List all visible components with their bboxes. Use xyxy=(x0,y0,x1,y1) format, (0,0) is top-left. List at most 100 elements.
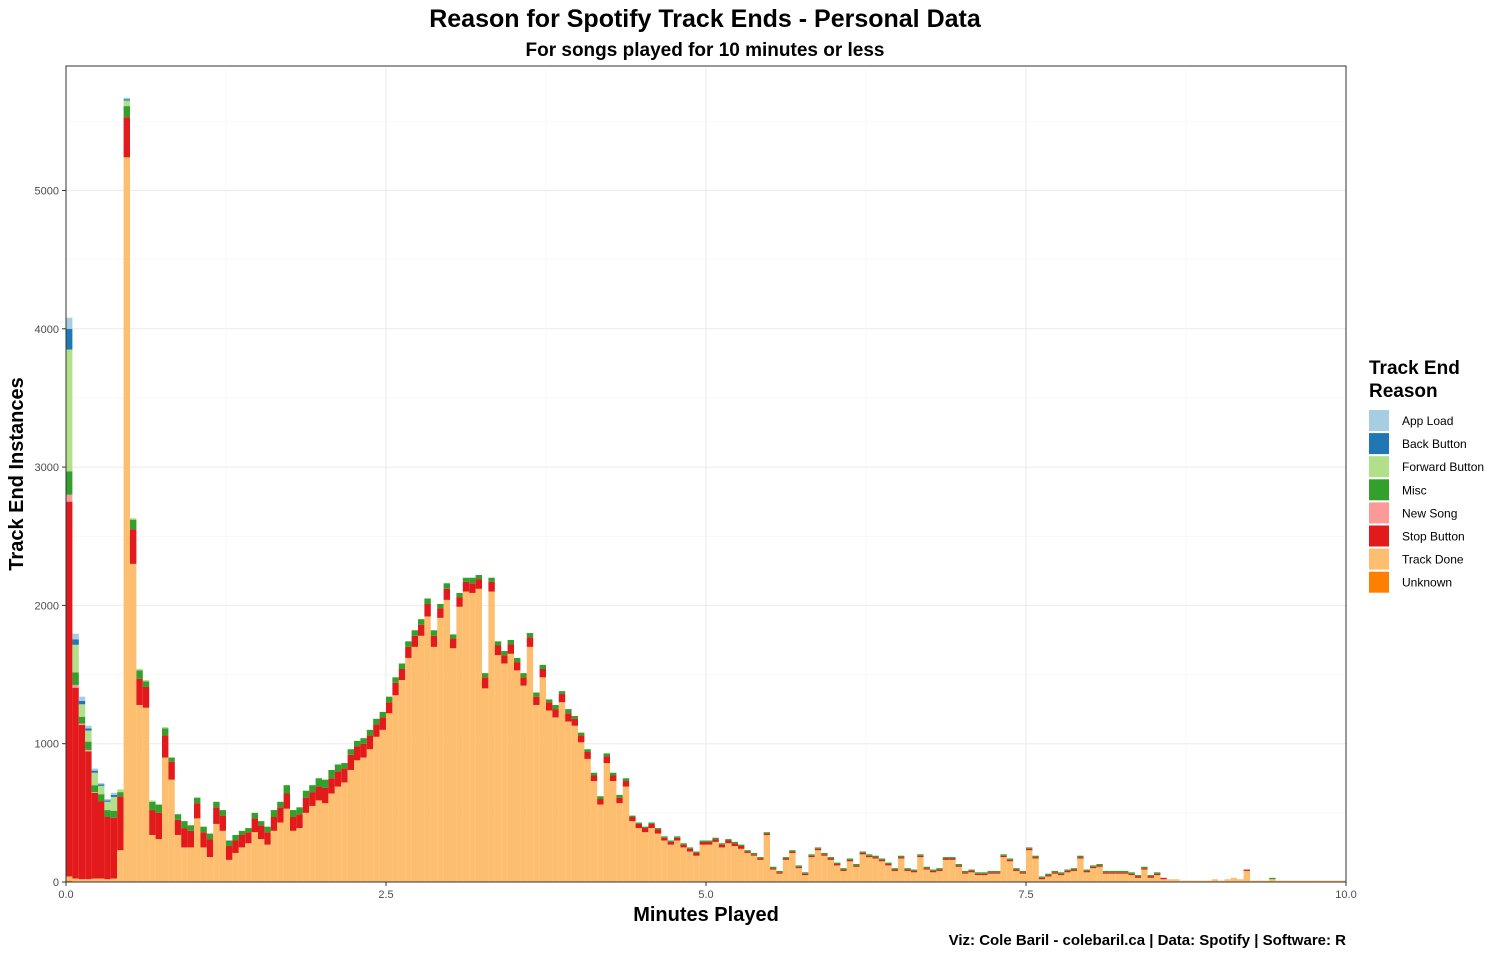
bar-segment-forward-button xyxy=(110,796,118,811)
bar-segment-track-done xyxy=(1026,850,1033,882)
bar-segment-stop-button xyxy=(181,828,188,848)
bar-segment-track-done xyxy=(904,870,911,882)
bar-segment-stop-button xyxy=(622,781,630,787)
bar-segment-stop-button xyxy=(974,873,982,876)
bar-segment-track-done xyxy=(379,729,386,882)
bar-segment-misc xyxy=(667,840,674,842)
x-tick-label: 7.5 xyxy=(1018,889,1033,901)
bar-segment-stop-button xyxy=(72,687,79,879)
bar-segment-stop-button xyxy=(930,870,937,873)
bar-segment-stop-button xyxy=(194,803,201,819)
bar-segment-misc xyxy=(526,633,534,638)
bar-segment-track-done xyxy=(635,828,642,882)
bar-segment-stop-button xyxy=(117,796,124,851)
bar-segment-misc xyxy=(1141,866,1148,869)
bar-segment-forward-button xyxy=(78,704,86,717)
bar-segment-misc xyxy=(347,749,354,755)
legend-key-back-button xyxy=(1369,433,1389,455)
bar-segment-misc xyxy=(648,822,655,824)
bar-segment-track-done xyxy=(72,878,79,882)
bar-segment-stop-button xyxy=(386,702,393,714)
bar-segment-track-done xyxy=(174,834,182,882)
bar-segment-stop-button xyxy=(168,761,175,780)
bar-segment-misc xyxy=(91,785,98,793)
bar-segment-stop-button xyxy=(1083,870,1090,873)
bar-segment-misc xyxy=(962,870,969,873)
bar-segment-misc xyxy=(1038,876,1046,878)
bar-segment-misc xyxy=(738,844,745,847)
bar-segment-stop-button xyxy=(258,825,265,840)
bar-segment-stop-button xyxy=(1122,872,1129,874)
bar-segment-track-done xyxy=(302,812,310,882)
bar-segment-misc xyxy=(206,833,214,840)
bar-segment-misc xyxy=(1269,877,1276,880)
bar-segment-stop-button xyxy=(808,855,815,858)
bar-segment-misc xyxy=(757,857,764,859)
bar-segment-stop-button xyxy=(437,608,444,618)
bar-segment-misc xyxy=(821,852,828,855)
bar-segment-track-done xyxy=(264,844,271,882)
bar-segment-stop-button xyxy=(78,725,86,880)
bar-segment-misc xyxy=(616,794,623,798)
bar-segment-track-done xyxy=(821,855,828,882)
bar-segment-track-done xyxy=(1102,873,1110,882)
bar-segment-track-done xyxy=(117,850,124,882)
bar-segment-track-done xyxy=(1250,880,1257,882)
legend-label-forward-button: Forward Button xyxy=(1402,460,1484,474)
bar-segment-stop-button xyxy=(251,818,258,833)
bar-segment-misc xyxy=(405,641,412,647)
bar-segment-stop-button xyxy=(642,828,649,833)
bar-segment-misc xyxy=(859,851,866,853)
bar-segment-track-done xyxy=(1282,880,1289,882)
bar-segment-misc xyxy=(264,826,271,833)
bar-segment-track-done xyxy=(757,859,764,882)
bar-segment-track-done xyxy=(155,839,162,882)
bar-segment-stop-button xyxy=(494,645,502,656)
bar-segment-misc xyxy=(373,718,380,725)
bar-segment-track-done xyxy=(482,688,489,882)
bar-segment-misc xyxy=(1045,873,1052,876)
bar-segment-track-done xyxy=(283,808,290,882)
bar-segment-track-done xyxy=(1090,868,1097,882)
bar-segment-track-done xyxy=(763,834,770,882)
bar-segment-misc xyxy=(174,814,182,820)
bar-segment-forward-button xyxy=(66,349,73,472)
bar-segment-misc xyxy=(853,864,860,866)
bar-segment-track-done xyxy=(917,857,924,882)
bar-segment-forward-button xyxy=(104,801,111,811)
bar-segment-stop-button xyxy=(66,501,73,877)
bar-segment-track-done xyxy=(168,779,175,882)
bar-segment-track-done xyxy=(110,878,118,882)
bar-segment-misc xyxy=(866,854,873,856)
bar-segment-track-done xyxy=(1211,879,1218,882)
bar-segment-misc xyxy=(296,807,303,815)
bar-segment-forward-button xyxy=(142,680,150,682)
bar-segment-misc xyxy=(846,858,854,860)
bar-segment-misc xyxy=(469,577,476,584)
bar-segment-stop-button xyxy=(846,859,854,862)
bar-segment-stop-button xyxy=(648,823,655,829)
bar-segment-forward-button xyxy=(85,730,92,742)
bar-segment-stop-button xyxy=(174,819,182,835)
bar-segment-track-done xyxy=(1186,880,1193,882)
bar-segment-stop-button xyxy=(514,662,521,671)
bar-segment-misc xyxy=(162,728,169,736)
bar-segment-stop-button xyxy=(1032,857,1039,859)
bar-segment-track-done xyxy=(136,704,143,882)
bar-segment-track-done xyxy=(846,861,854,882)
y-tick-label: 2000 xyxy=(35,600,59,612)
bar-segment-track-done xyxy=(949,859,956,882)
bar-segment-track-done xyxy=(1307,880,1314,882)
bar-segment-stop-button xyxy=(398,669,406,681)
bar-segment-track-done xyxy=(1134,877,1142,882)
bar-segment-stop-button xyxy=(866,855,873,858)
bar-segment-stop-button xyxy=(328,778,335,794)
bar-segment-track-done xyxy=(270,830,278,882)
bar-segment-track-done xyxy=(654,833,662,882)
bar-segment-track-done xyxy=(1109,873,1116,882)
bar-segment-track-done xyxy=(680,847,687,882)
bar-segment-stop-button xyxy=(558,693,566,703)
bar-segment-track-done xyxy=(187,847,194,882)
bar-segment-stop-button xyxy=(142,686,150,708)
bar-segment-misc xyxy=(725,839,732,841)
